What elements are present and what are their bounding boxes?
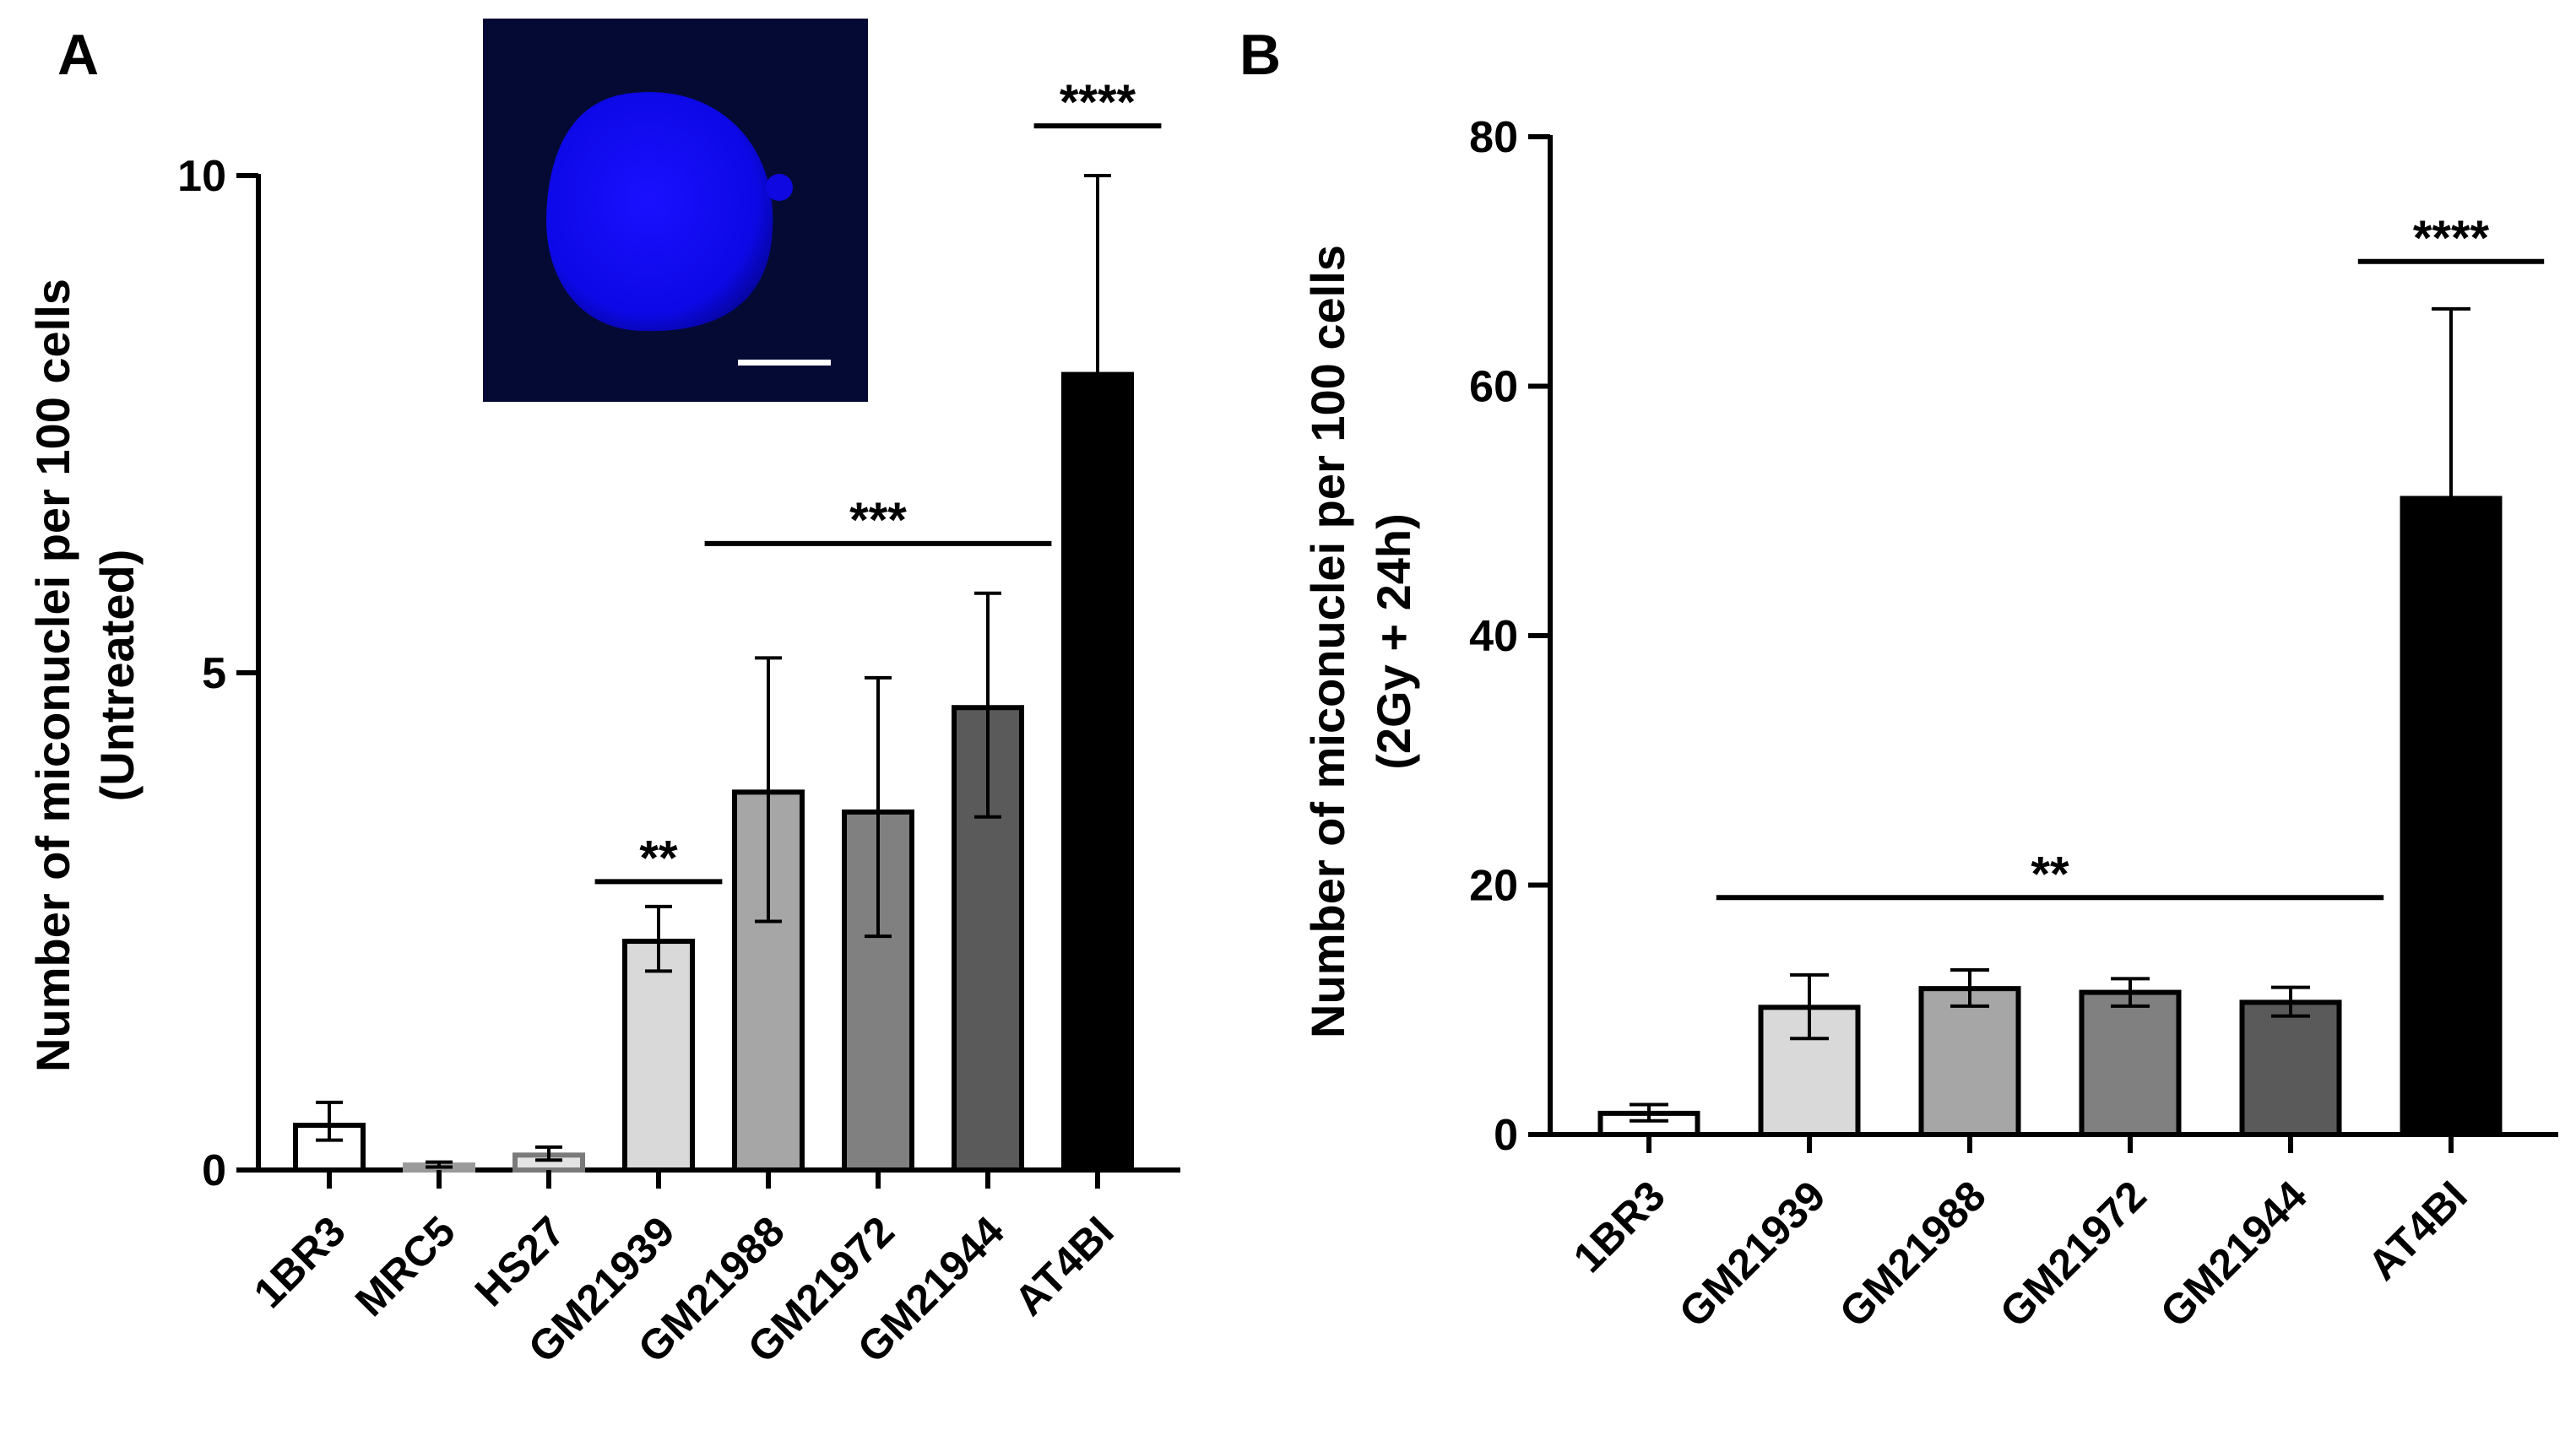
y-tick-label: 20 xyxy=(1469,862,1518,911)
y-tick-label: 0 xyxy=(1494,1111,1518,1160)
x-tick-label: MRC5 xyxy=(346,1207,464,1325)
micrograph-inset xyxy=(483,19,868,402)
nucleus-shape xyxy=(545,92,773,332)
significance-label: **** xyxy=(2413,211,2490,266)
micronucleus-shape xyxy=(766,174,793,201)
y-axis-title: Number of miconuclei per 100 cells xyxy=(1301,245,1354,1038)
y-tick-label: 5 xyxy=(202,649,226,698)
chart-b: 0 20 40 60 80 Number of miconuclei per 100 ce… xyxy=(1301,113,2558,1336)
significance-label: **** xyxy=(1060,75,1136,130)
x-tick-label: AT4BI xyxy=(1006,1207,1123,1324)
x-tick-label: AT4BI xyxy=(2359,1172,2476,1289)
bar xyxy=(1061,371,1134,1173)
bar xyxy=(1918,986,2021,1137)
x-tick-label: 1BR3 xyxy=(245,1207,355,1317)
bar xyxy=(2239,999,2342,1138)
bar xyxy=(622,939,695,1173)
y-tick-label: 80 xyxy=(1469,113,1518,162)
significance-label: ** xyxy=(2031,847,2069,902)
y-tick-label: 60 xyxy=(1469,363,1518,412)
x-tick-label: GM21944 xyxy=(2151,1172,2316,1336)
x-tick-label: GM21988 xyxy=(1830,1172,1995,1336)
y-tick-label: 0 xyxy=(202,1146,226,1195)
panel-label-a: A xyxy=(57,23,99,87)
scale-bar xyxy=(738,360,831,366)
x-tick-label: GM21939 xyxy=(1670,1172,1835,1336)
bar xyxy=(2400,496,2503,1137)
x-tick-label: 1BR3 xyxy=(1565,1172,1674,1281)
y-axis-title: (Untreated) xyxy=(90,550,144,802)
x-tick-label: GM21972 xyxy=(1991,1172,2156,1336)
significance-label: *** xyxy=(849,493,907,548)
bar xyxy=(2079,989,2182,1137)
panel-label-b: B xyxy=(1239,23,1281,87)
significance-label: ** xyxy=(639,831,678,886)
y-axis-title: (2Gy + 24h) xyxy=(1367,513,1420,769)
y-axis-title: Number of miconuclei per 100 cells xyxy=(26,279,79,1072)
y-tick-label: 10 xyxy=(177,152,226,201)
y-tick-label: 40 xyxy=(1469,612,1518,661)
